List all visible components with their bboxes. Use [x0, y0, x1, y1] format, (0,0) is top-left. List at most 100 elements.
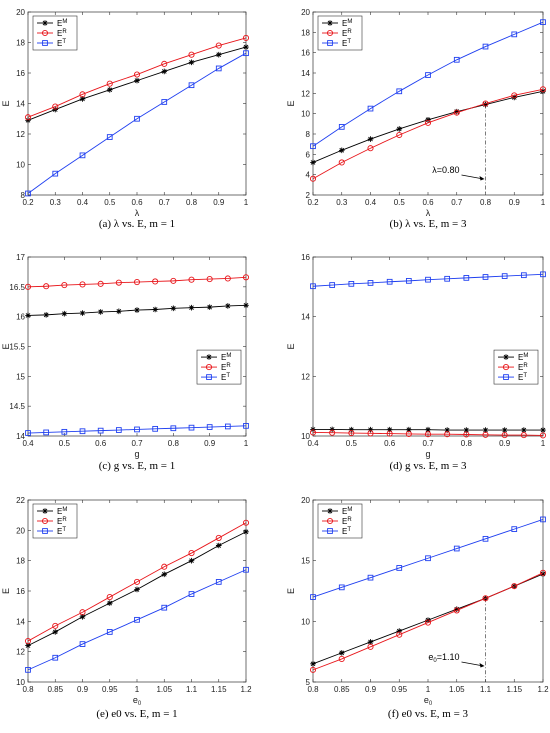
data-point-T	[115, 427, 122, 433]
caption-b: (b) λ vs. E, m = 3	[389, 218, 467, 230]
x-tick-label: 1	[135, 685, 140, 694]
series-R	[309, 86, 547, 182]
data-point-R	[367, 643, 374, 650]
data-point-T	[215, 65, 222, 72]
legend-marker-M	[327, 20, 333, 26]
x-tick-label: 1.1	[186, 685, 198, 694]
data-point-R	[453, 607, 460, 614]
data-point-M	[106, 86, 113, 93]
data-point-R	[215, 534, 222, 541]
chart-panel-f: 0.8 0.85 0.9 0.95 1 1.05 1.1 1.15 1.2 5 10 15 20 e0 Ee…	[286, 496, 549, 707]
data-point-M	[225, 303, 231, 309]
data-point-T	[52, 654, 59, 661]
caption-d: (d) g vs. E, m = 3	[389, 460, 467, 472]
y-tick-label: 20	[301, 8, 310, 17]
data-point-M	[310, 159, 316, 166]
data-point-M	[367, 136, 374, 142]
data-point-R	[424, 119, 432, 126]
data-point-T	[243, 566, 249, 573]
x-tick-label: 0.4	[22, 439, 34, 448]
legend-marker-T	[42, 528, 48, 534]
legend-label-T: ET	[57, 39, 66, 48]
data-point-R	[133, 279, 141, 286]
data-point-R	[215, 42, 222, 49]
data-point-R	[424, 431, 432, 438]
data-point-R	[97, 280, 104, 287]
data-point-R	[424, 619, 432, 626]
data-point-T	[97, 427, 104, 434]
x-tick-label: 0.3	[50, 198, 62, 207]
data-point-R	[242, 519, 250, 526]
y-tick-label: 17	[16, 253, 25, 262]
data-point-M	[521, 427, 527, 433]
y-tick-label: 6	[306, 150, 311, 159]
annotation-arrow	[461, 661, 484, 667]
legend-marker-T	[206, 374, 212, 380]
data-point-R	[309, 666, 317, 673]
data-point-R	[52, 103, 59, 110]
series-line-T	[312, 21, 544, 147]
annotation-arrowhead	[479, 663, 485, 668]
x-tick-label: 0.6	[95, 439, 107, 448]
y-tick-label: 5	[306, 678, 311, 687]
data-point-R	[170, 277, 177, 284]
data-point-T	[425, 555, 431, 562]
x-axis-label: e0	[424, 695, 433, 707]
data-point-T	[425, 276, 431, 283]
y-tick-label: 14	[301, 313, 310, 322]
legend-marker-R	[326, 29, 334, 37]
data-point-T	[482, 535, 489, 542]
series-line-R	[27, 522, 247, 642]
x-tick-label: 1	[541, 198, 546, 207]
data-point-T	[396, 88, 403, 95]
y-tick-label: 22	[16, 496, 25, 505]
series-R	[309, 569, 547, 673]
series-R	[24, 34, 250, 121]
data-point-T	[540, 516, 546, 523]
x-tick-label: 0.85	[334, 685, 350, 694]
y-tick-label: 10	[16, 678, 25, 687]
series-T	[310, 271, 546, 290]
data-point-T	[463, 275, 470, 281]
data-point-T	[348, 281, 355, 287]
data-point-T	[43, 429, 50, 436]
data-point-M	[79, 96, 86, 102]
data-point-R	[43, 283, 50, 290]
y-tick-label: 16	[16, 313, 25, 322]
series-line-T	[312, 518, 544, 598]
data-point-M	[243, 302, 249, 309]
data-point-M	[106, 600, 113, 606]
data-point-R	[79, 91, 86, 98]
data-point-T	[161, 99, 168, 105]
data-point-R	[79, 281, 86, 288]
legend-marker-R	[41, 517, 49, 525]
data-point-M	[61, 310, 68, 317]
data-point-M	[310, 661, 316, 667]
x-tick-label: 0.9	[365, 685, 377, 694]
data-point-T	[188, 82, 195, 89]
x-tick-label: 0.7	[159, 198, 171, 207]
data-point-T	[310, 143, 316, 150]
data-point-M	[482, 427, 489, 433]
legend-label-T: ET	[221, 373, 230, 382]
data-point-T	[215, 579, 222, 585]
data-point-T	[425, 72, 431, 78]
y-tick-label: 10	[301, 110, 310, 119]
data-point-R	[52, 622, 59, 629]
x-tick-label: 0.8	[461, 439, 473, 448]
x-tick-label: 0.5	[59, 439, 71, 448]
legend-marker-R	[41, 29, 49, 37]
legend-marker-R	[326, 517, 334, 525]
data-point-T	[396, 565, 403, 571]
data-point-M	[396, 126, 403, 132]
data-point-T	[170, 425, 177, 432]
data-point-T	[25, 190, 31, 197]
caption-a: (a) λ vs. E, m = 1	[98, 218, 176, 230]
data-point-M	[453, 606, 460, 612]
x-tick-label: 0.5	[394, 198, 406, 207]
legend-label-M: EM	[57, 19, 67, 28]
data-point-M	[348, 426, 355, 433]
data-point-T	[367, 574, 374, 581]
